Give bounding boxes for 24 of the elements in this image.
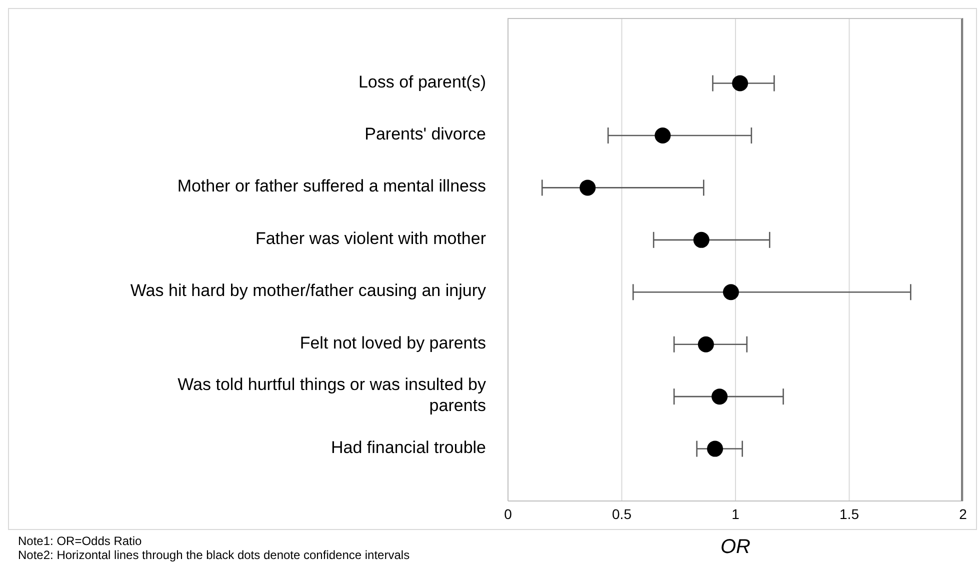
y-tick-label: Was told hurtful things or was insulted by parents xyxy=(178,376,486,416)
y-tick-label: Loss of parent(s) xyxy=(358,72,486,92)
point xyxy=(654,127,671,144)
point xyxy=(712,388,728,405)
x-tick-label: 0.5 xyxy=(612,506,632,522)
point xyxy=(580,180,596,196)
text: Note2: Horizontal lines through the black dots denote confidence intervals xyxy=(18,548,410,562)
x-tick-label: 0 xyxy=(504,506,512,522)
x-axis-title: OR xyxy=(720,536,752,559)
y-tick-label: Felt not loved by parents xyxy=(300,334,486,353)
point xyxy=(732,75,748,92)
y-tick-label: Mother or father suffered a mental illness xyxy=(177,177,486,196)
y-tick-label: Was hit hard by mother/father causing an injury xyxy=(130,282,486,301)
point xyxy=(722,284,739,300)
point xyxy=(698,336,714,352)
x-tick-label: 1.5 xyxy=(840,506,860,522)
y-tick-label: Father was violent with mother xyxy=(255,229,486,248)
x-tick-label: 1 xyxy=(732,506,740,522)
x-tick-label: 2 xyxy=(959,506,968,522)
y-tick-label: Parents' divorce xyxy=(364,124,486,144)
y-tick-label: Had financial trouble xyxy=(331,438,486,458)
point xyxy=(693,232,710,248)
point xyxy=(707,440,724,457)
text: Note1: OR=Odds Ratio xyxy=(18,534,142,548)
